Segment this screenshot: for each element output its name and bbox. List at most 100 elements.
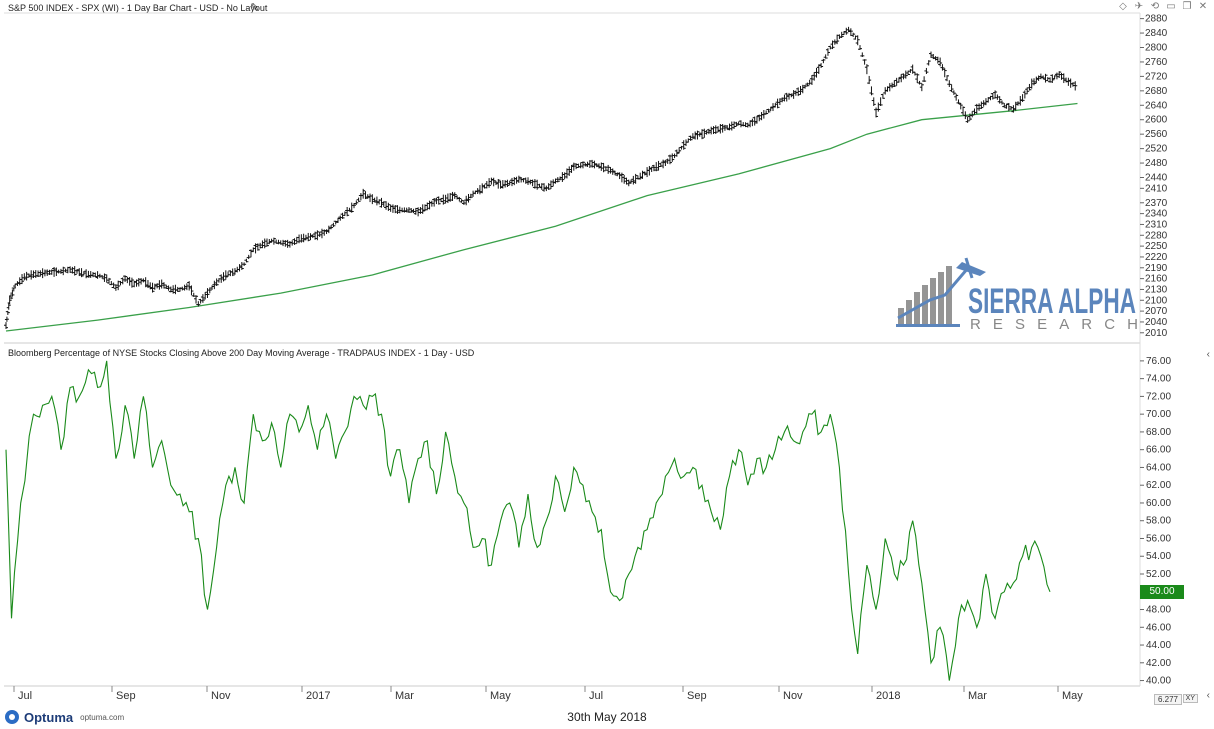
- price-bar: [896, 77, 901, 83]
- price-bar: [161, 282, 166, 289]
- price-bar: [1048, 77, 1053, 83]
- price-bar: [633, 173, 638, 184]
- price-bar: [306, 232, 311, 242]
- price-bar: [526, 177, 531, 185]
- last-value-badge: 50.00: [1140, 585, 1184, 599]
- price-bar: [839, 31, 844, 38]
- price-bar: [750, 118, 755, 127]
- diamond-icon[interactable]: ◇: [1119, 1, 1127, 12]
- xy-toggle[interactable]: XY: [1182, 694, 1198, 703]
- restore-icon[interactable]: ❐: [1182, 1, 1192, 12]
- price-bar: [422, 204, 427, 212]
- price-tick-label: 2480: [1145, 158, 1168, 169]
- price-bar: [411, 208, 416, 214]
- price-bar: [72, 266, 77, 276]
- price-bar: [450, 191, 455, 202]
- spx-price-axis: 2010204020702100213021602190222022502280…: [1140, 14, 1168, 339]
- price-bar: [665, 158, 670, 164]
- price-bar: [718, 123, 723, 134]
- minimize-icon[interactable]: ▭: [1166, 1, 1176, 12]
- zoom-level[interactable]: 6.277: [1153, 694, 1182, 705]
- price-bar: [892, 80, 897, 88]
- price-bar: [830, 40, 835, 50]
- window-controls: ◇ ✈ ⟲ ▭ ❐ ✕: [1118, 1, 1208, 12]
- price-bar: [823, 54, 828, 59]
- price-bar: [681, 140, 686, 150]
- price-bar: [265, 238, 270, 247]
- price-bar: [434, 197, 439, 205]
- price-bar: [70, 266, 75, 274]
- price-bar: [546, 183, 551, 190]
- price-bar: [203, 292, 208, 300]
- price-bar: [567, 166, 572, 176]
- price-bar: [951, 90, 956, 95]
- price-bar: [157, 280, 162, 290]
- menu-arrow-icon[interactable]: ‹: [1206, 690, 1210, 701]
- price-bar: [613, 170, 618, 176]
- breadth-tick-label: 52.00: [1146, 569, 1171, 580]
- price-bar: [1057, 71, 1062, 78]
- price-tick-label: 2440: [1145, 173, 1168, 184]
- price-bar: [736, 121, 741, 126]
- price-bar: [244, 258, 249, 263]
- price-bar: [441, 194, 446, 205]
- collapse-arrow-icon[interactable]: ‹: [1206, 349, 1210, 360]
- price-bar: [95, 271, 100, 279]
- price-bar: [988, 95, 993, 101]
- chart-canvas[interactable]: 2010204020702100213021602190222022502280…: [0, 0, 1214, 705]
- breadth-tick-label: 70.00: [1146, 409, 1171, 420]
- price-bar: [487, 178, 492, 188]
- price-bar: [592, 160, 597, 169]
- price-bar: [619, 172, 624, 183]
- time-tick-label: Nov: [783, 690, 803, 702]
- price-bar: [899, 74, 904, 83]
- price-tick-label: 2680: [1145, 86, 1168, 97]
- price-bar: [974, 103, 979, 114]
- price-bar: [281, 239, 286, 247]
- price-bar: [954, 93, 959, 101]
- price-bar: [562, 172, 567, 180]
- sync-icon[interactable]: ⟲: [1150, 1, 1160, 12]
- price-bar: [535, 179, 540, 190]
- price-bar: [448, 192, 453, 202]
- pin-icon[interactable]: ✈: [1134, 1, 1144, 12]
- breadth-axis: 40.0042.0044.0046.0048.0050.0052.0054.00…: [1140, 356, 1171, 687]
- price-bar: [116, 280, 121, 291]
- price-bar: [439, 197, 444, 203]
- price-bar: [368, 193, 373, 203]
- price-bar: [155, 283, 160, 289]
- price-bar: [480, 183, 485, 194]
- price-bar: [248, 249, 253, 258]
- price-bar: [807, 79, 812, 85]
- price-bar: [791, 90, 796, 99]
- price-bar: [319, 228, 324, 239]
- price-bar: [972, 108, 977, 115]
- price-bar: [47, 269, 52, 275]
- price-bar: [303, 234, 308, 241]
- time-tick-label: Mar: [395, 690, 414, 702]
- price-bar: [878, 97, 883, 107]
- price-bar: [754, 115, 759, 124]
- price-bar: [674, 149, 679, 157]
- time-tick-label: Sep: [687, 690, 707, 702]
- price-bar: [677, 147, 682, 154]
- price-bar: [977, 103, 982, 111]
- price-bar: [803, 84, 808, 89]
- price-bar: [429, 200, 434, 207]
- price-bar: [503, 180, 508, 188]
- price-bar: [945, 75, 950, 82]
- close-icon[interactable]: ✕: [1198, 1, 1208, 12]
- pencil-icon[interactable]: ✎: [250, 2, 260, 14]
- price-bar: [784, 92, 789, 102]
- price-bar: [390, 204, 395, 213]
- price-bar: [947, 80, 952, 88]
- price-bar: [9, 294, 14, 300]
- price-bar: [629, 179, 634, 184]
- price-bar: [139, 278, 144, 285]
- price-bar: [258, 242, 263, 249]
- price-bar: [496, 178, 501, 189]
- price-bar: [516, 175, 521, 183]
- price-bar: [757, 114, 762, 122]
- price-tick-label: 2720: [1145, 71, 1168, 82]
- price-bar: [340, 212, 345, 219]
